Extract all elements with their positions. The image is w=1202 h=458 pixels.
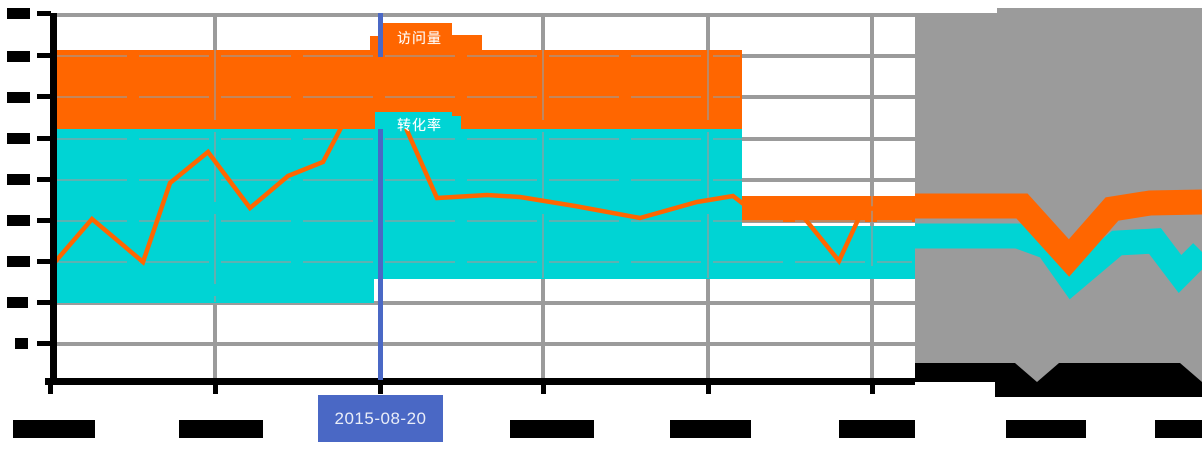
x-tick [213, 380, 218, 394]
y-label-redaction-bar [7, 215, 30, 226]
visits-label-tab[interactable] [382, 23, 452, 50]
overview-lower-bar [995, 382, 1202, 397]
h-gridline [57, 301, 915, 305]
x-tick [870, 380, 875, 394]
y-tick [37, 94, 51, 99]
h-gridline [57, 342, 915, 346]
x-tick [541, 380, 546, 394]
x-label-redaction-bar [13, 420, 95, 438]
conversion-label-tab[interactable] [375, 112, 452, 129]
y-label-redaction-bar [7, 133, 30, 144]
conversion-tab-step [445, 116, 461, 129]
axes [37, 11, 915, 394]
y-tick [37, 11, 51, 16]
x-label-redaction-bar [670, 420, 751, 438]
y-tick [37, 177, 51, 182]
series-label-tabs [370, 23, 482, 129]
y-label-redaction-bar [7, 51, 30, 62]
x-label-redaction-bar [1006, 420, 1086, 438]
overview-panel [915, 8, 1202, 397]
overview-background [915, 13, 1202, 363]
visits-tab-step-right [448, 35, 482, 50]
conversion-band-right [742, 226, 915, 279]
y-label-redaction-bar [7, 174, 30, 185]
visits-data-line [53, 123, 901, 266]
y-label-redaction-bar [7, 8, 30, 19]
y-tick [37, 259, 51, 264]
gridlines-minor [57, 50, 912, 302]
selection-line[interactable] [378, 13, 383, 380]
overview-background-step [997, 8, 1202, 14]
x-label-redaction-bar [839, 420, 915, 438]
overview-notch-arrow-right [1180, 363, 1202, 382]
series-bands [57, 50, 915, 303]
x-axis-line [45, 378, 915, 385]
x-tick-selected [378, 380, 383, 394]
x-tick [48, 380, 53, 394]
conversion-series-label[interactable]: 转化率 [397, 117, 442, 133]
y-label-redaction-bar [15, 338, 28, 349]
y-label-redaction-bar [7, 92, 30, 103]
x-label-redaction-bar [179, 420, 263, 438]
overview-notch-arrow [1015, 363, 1059, 382]
overview-conversion-line [915, 223, 1202, 300]
x-axis-labels-redacted [13, 420, 1202, 438]
y-tick [37, 136, 51, 141]
y-tick [37, 218, 51, 223]
y-tick [37, 341, 51, 346]
y-tick [37, 53, 51, 58]
y-axis-line [50, 13, 57, 385]
selection-line-lower [378, 129, 383, 380]
x-label-redaction-bar [510, 420, 594, 438]
selected-date-badge[interactable]: 2015-08-20 [318, 395, 443, 442]
x-tick [706, 380, 711, 394]
overview-bottom-bar [915, 363, 1202, 382]
visits-series-label[interactable]: 访问量 [397, 30, 442, 46]
overview-visits-line [915, 189, 1202, 277]
y-label-redaction-bar [7, 256, 30, 267]
selection-line-upper [378, 13, 383, 57]
x-label-redaction-bar [1155, 420, 1202, 438]
plot-top-border [57, 13, 1202, 17]
y-axis-labels-redacted [7, 8, 30, 349]
y-label-redaction-bar [7, 297, 28, 308]
y-tick [37, 300, 51, 305]
